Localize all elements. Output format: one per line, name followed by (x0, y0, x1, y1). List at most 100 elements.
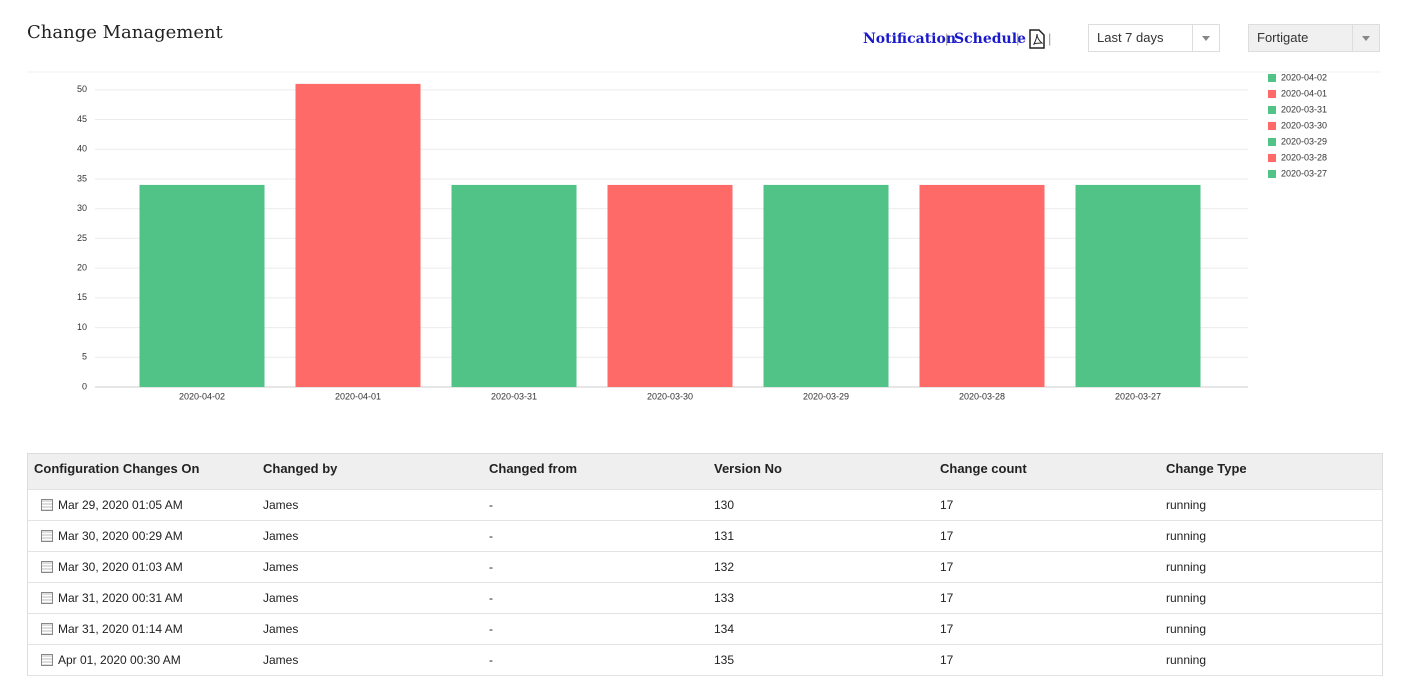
y-tick-label: 25 (77, 233, 87, 243)
table-cell: running (1166, 498, 1207, 512)
notification-link[interactable]: Notification (863, 31, 956, 47)
bar (763, 184, 889, 387)
x-tick-label: 2020-03-29 (803, 391, 849, 401)
separator: | (945, 31, 949, 46)
table-cell: 134 (714, 622, 735, 636)
table-cell: Apr 01, 2020 00:30 AM (58, 653, 181, 667)
table-cell: Mar 30, 2020 01:03 AM (58, 560, 183, 574)
legend-swatch (1268, 170, 1276, 178)
y-tick-label: 5 (82, 352, 87, 362)
table-cell: - (489, 591, 493, 605)
table-cell: - (489, 560, 493, 574)
table-cell: - (489, 622, 493, 636)
chart: 0 5 10 15 20 25 30 35 40 45 50 2020-04-02 2020-04-02… (27, 71, 1381, 401)
table-row: Mar 29, 2020 01:05 AM James - 130 17 running (28, 490, 1382, 521)
bar (1075, 184, 1201, 387)
table-cell: 17 (940, 653, 954, 667)
table-cell: James (263, 560, 299, 574)
table-cell: running (1166, 560, 1207, 574)
pdf-icon[interactable] (1028, 29, 1046, 49)
separator: | (1048, 31, 1052, 46)
table-cell: James (263, 529, 299, 543)
calendar-icon (41, 654, 53, 666)
table-row: Apr 01, 2020 00:30 AM James - 135 17 running (28, 645, 1382, 676)
calendar-icon (41, 561, 53, 573)
table-cell: - (489, 529, 493, 543)
table-cell: 130 (714, 498, 735, 512)
table-cell: 17 (940, 591, 954, 605)
y-tick-label: 45 (77, 114, 87, 124)
x-tick-label: 2020-03-28 (959, 391, 1005, 401)
device-value: Fortigate (1257, 30, 1309, 45)
calendar-icon (41, 530, 53, 542)
table-cell: 17 (940, 622, 954, 636)
x-tick-label: 2020-03-27 (1115, 391, 1161, 401)
bar (607, 184, 733, 387)
table-cell: - (489, 498, 493, 512)
schedule-link[interactable]: Schedule (954, 31, 1026, 47)
table-cell: 17 (940, 529, 954, 543)
separator: | (1016, 31, 1020, 46)
y-tick-label: 0 (82, 381, 87, 391)
bar (919, 184, 1045, 387)
table-cell: 133 (714, 591, 735, 605)
x-tick-label: 2020-03-30 (647, 391, 693, 401)
column-header[interactable]: Change count (940, 461, 1027, 476)
legend-swatch (1268, 90, 1276, 98)
page: Change Management Notification | Schedul… (27, 22, 1383, 676)
x-tick-label: 2020-04-02 (179, 391, 225, 401)
legend-swatch (1268, 154, 1276, 162)
table-cell: Mar 30, 2020 00:29 AM (58, 529, 183, 543)
legend-label: 2020-03-30 (1281, 120, 1327, 130)
table-cell: running (1166, 529, 1207, 543)
y-tick-label: 15 (77, 292, 87, 302)
bar (295, 83, 421, 388)
table-cell: - (489, 653, 493, 667)
table-cell: James (263, 591, 299, 605)
table-cell: 132 (714, 560, 735, 574)
table-row: Mar 30, 2020 01:03 AM James - 132 17 running (28, 552, 1382, 583)
table-cell: 17 (940, 560, 954, 574)
header-row: Configuration Changes On Changed by Change… (28, 454, 1382, 490)
x-tick-label: 2020-04-01 (335, 391, 381, 401)
table-cell: James (263, 622, 299, 636)
y-tick-label: 10 (77, 322, 87, 332)
table-cell: running (1166, 622, 1207, 636)
y-tick-label: 50 (77, 84, 87, 94)
table-cell: running (1166, 591, 1207, 605)
table-cell: 135 (714, 653, 735, 667)
table-row: Mar 31, 2020 00:31 AM James - 133 17 running (28, 583, 1382, 614)
table-cell: Mar 31, 2020 01:14 AM (58, 622, 183, 636)
legend-swatch (1268, 122, 1276, 130)
legend-label: 2020-03-31 (1281, 104, 1327, 114)
calendar-icon (41, 592, 53, 604)
legend-swatch (1268, 138, 1276, 146)
legend-swatch (1268, 74, 1276, 82)
column-header[interactable]: Change Type (1166, 461, 1247, 476)
column-header[interactable]: Configuration Changes On (34, 461, 200, 476)
table-cell: running (1166, 653, 1207, 667)
table-cell: Mar 29, 2020 01:05 AM (58, 498, 183, 512)
bar (139, 184, 265, 387)
table-cell: James (263, 653, 299, 667)
legend-label: 2020-04-01 (1281, 88, 1327, 98)
column-header[interactable]: Changed by (263, 461, 338, 476)
device-dropdown[interactable]: Fortigate (1248, 24, 1380, 52)
y-tick-label: 20 (77, 263, 87, 273)
calendar-icon (41, 499, 53, 511)
legend-swatch (1268, 106, 1276, 114)
legend-label: 2020-04-02 (1281, 72, 1327, 82)
y-tick-label: 30 (77, 203, 87, 213)
table-cell: Mar 31, 2020 00:31 AM (58, 591, 183, 605)
calendar-icon (41, 623, 53, 635)
bar (451, 184, 577, 387)
column-header[interactable]: Version No (714, 461, 782, 476)
table-cell: 131 (714, 529, 735, 543)
period-value: Last 7 days (1097, 30, 1164, 45)
legend-label: 2020-03-29 (1281, 136, 1327, 146)
column-header[interactable]: Changed from (489, 461, 578, 476)
y-tick-label: 40 (77, 144, 87, 154)
table-cell: 17 (940, 498, 954, 512)
table-row: Mar 30, 2020 00:29 AM James - 131 17 running (28, 521, 1382, 552)
period-dropdown[interactable]: Last 7 days (1088, 24, 1220, 52)
